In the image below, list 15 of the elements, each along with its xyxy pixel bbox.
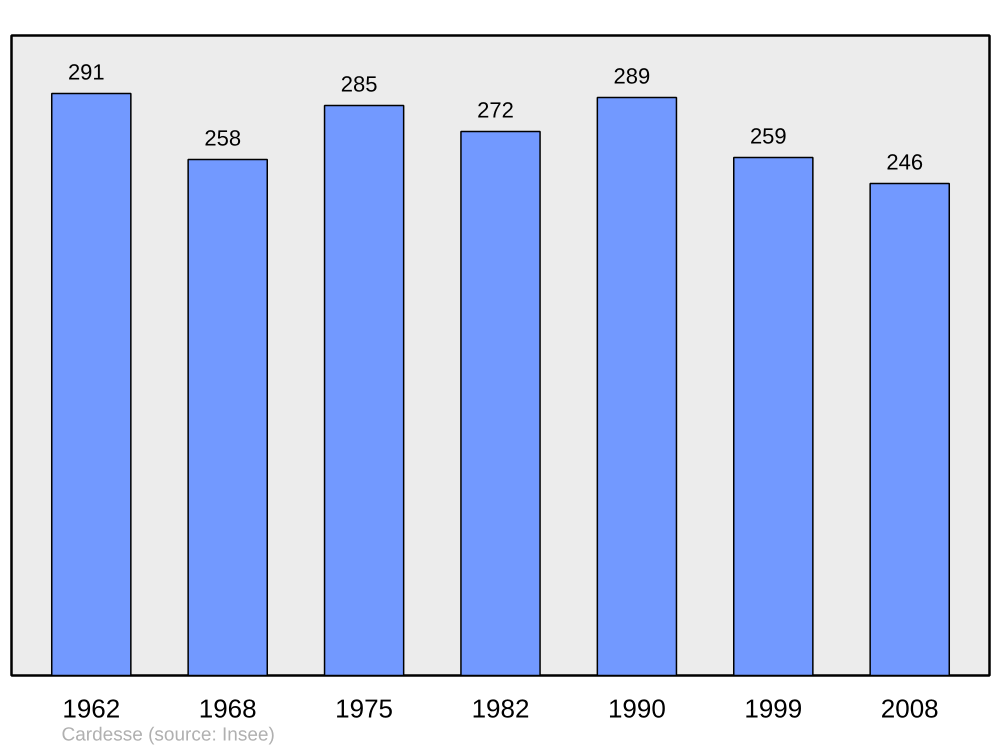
data-label: 246 [886,150,924,174]
x-tick-label: 1999 [744,694,802,724]
data-label: 291 [68,60,105,84]
x-tick-label: 1968 [198,694,257,724]
text: Cardesse (source: Insee) [62,724,275,746]
data-label: 285 [340,72,378,96]
data-label: 259 [750,124,787,148]
x-tick-label: 2008 [880,694,939,724]
x-tick-label: 1962 [62,694,120,724]
data-label: 258 [204,126,242,150]
x-tick-label: 1975 [335,694,394,724]
x-tick-label: 1990 [608,694,666,724]
data-label: 272 [477,98,514,122]
x-tick-label: 1982 [472,694,530,724]
data-label: 289 [614,64,650,88]
